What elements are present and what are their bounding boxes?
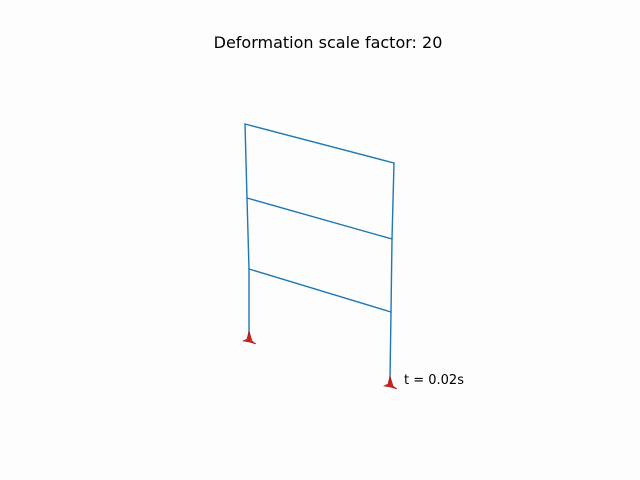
beam-level-1 [248, 268, 392, 313]
left-column-story-3 [244, 123, 248, 199]
fixed-support-right-icon [383, 374, 398, 390]
right-column-story-1 [389, 311, 392, 379]
right-column-story-3 [391, 162, 395, 240]
right-column-story-2 [390, 238, 393, 313]
time-label: t = 0.02s [404, 373, 464, 388]
left-column-story-2 [246, 197, 250, 270]
beam-level-3 [244, 123, 395, 164]
fixed-support-left-icon [242, 329, 257, 345]
figure-title: Deformation scale factor: 20 [213, 33, 443, 52]
beam-level-2 [246, 197, 393, 240]
